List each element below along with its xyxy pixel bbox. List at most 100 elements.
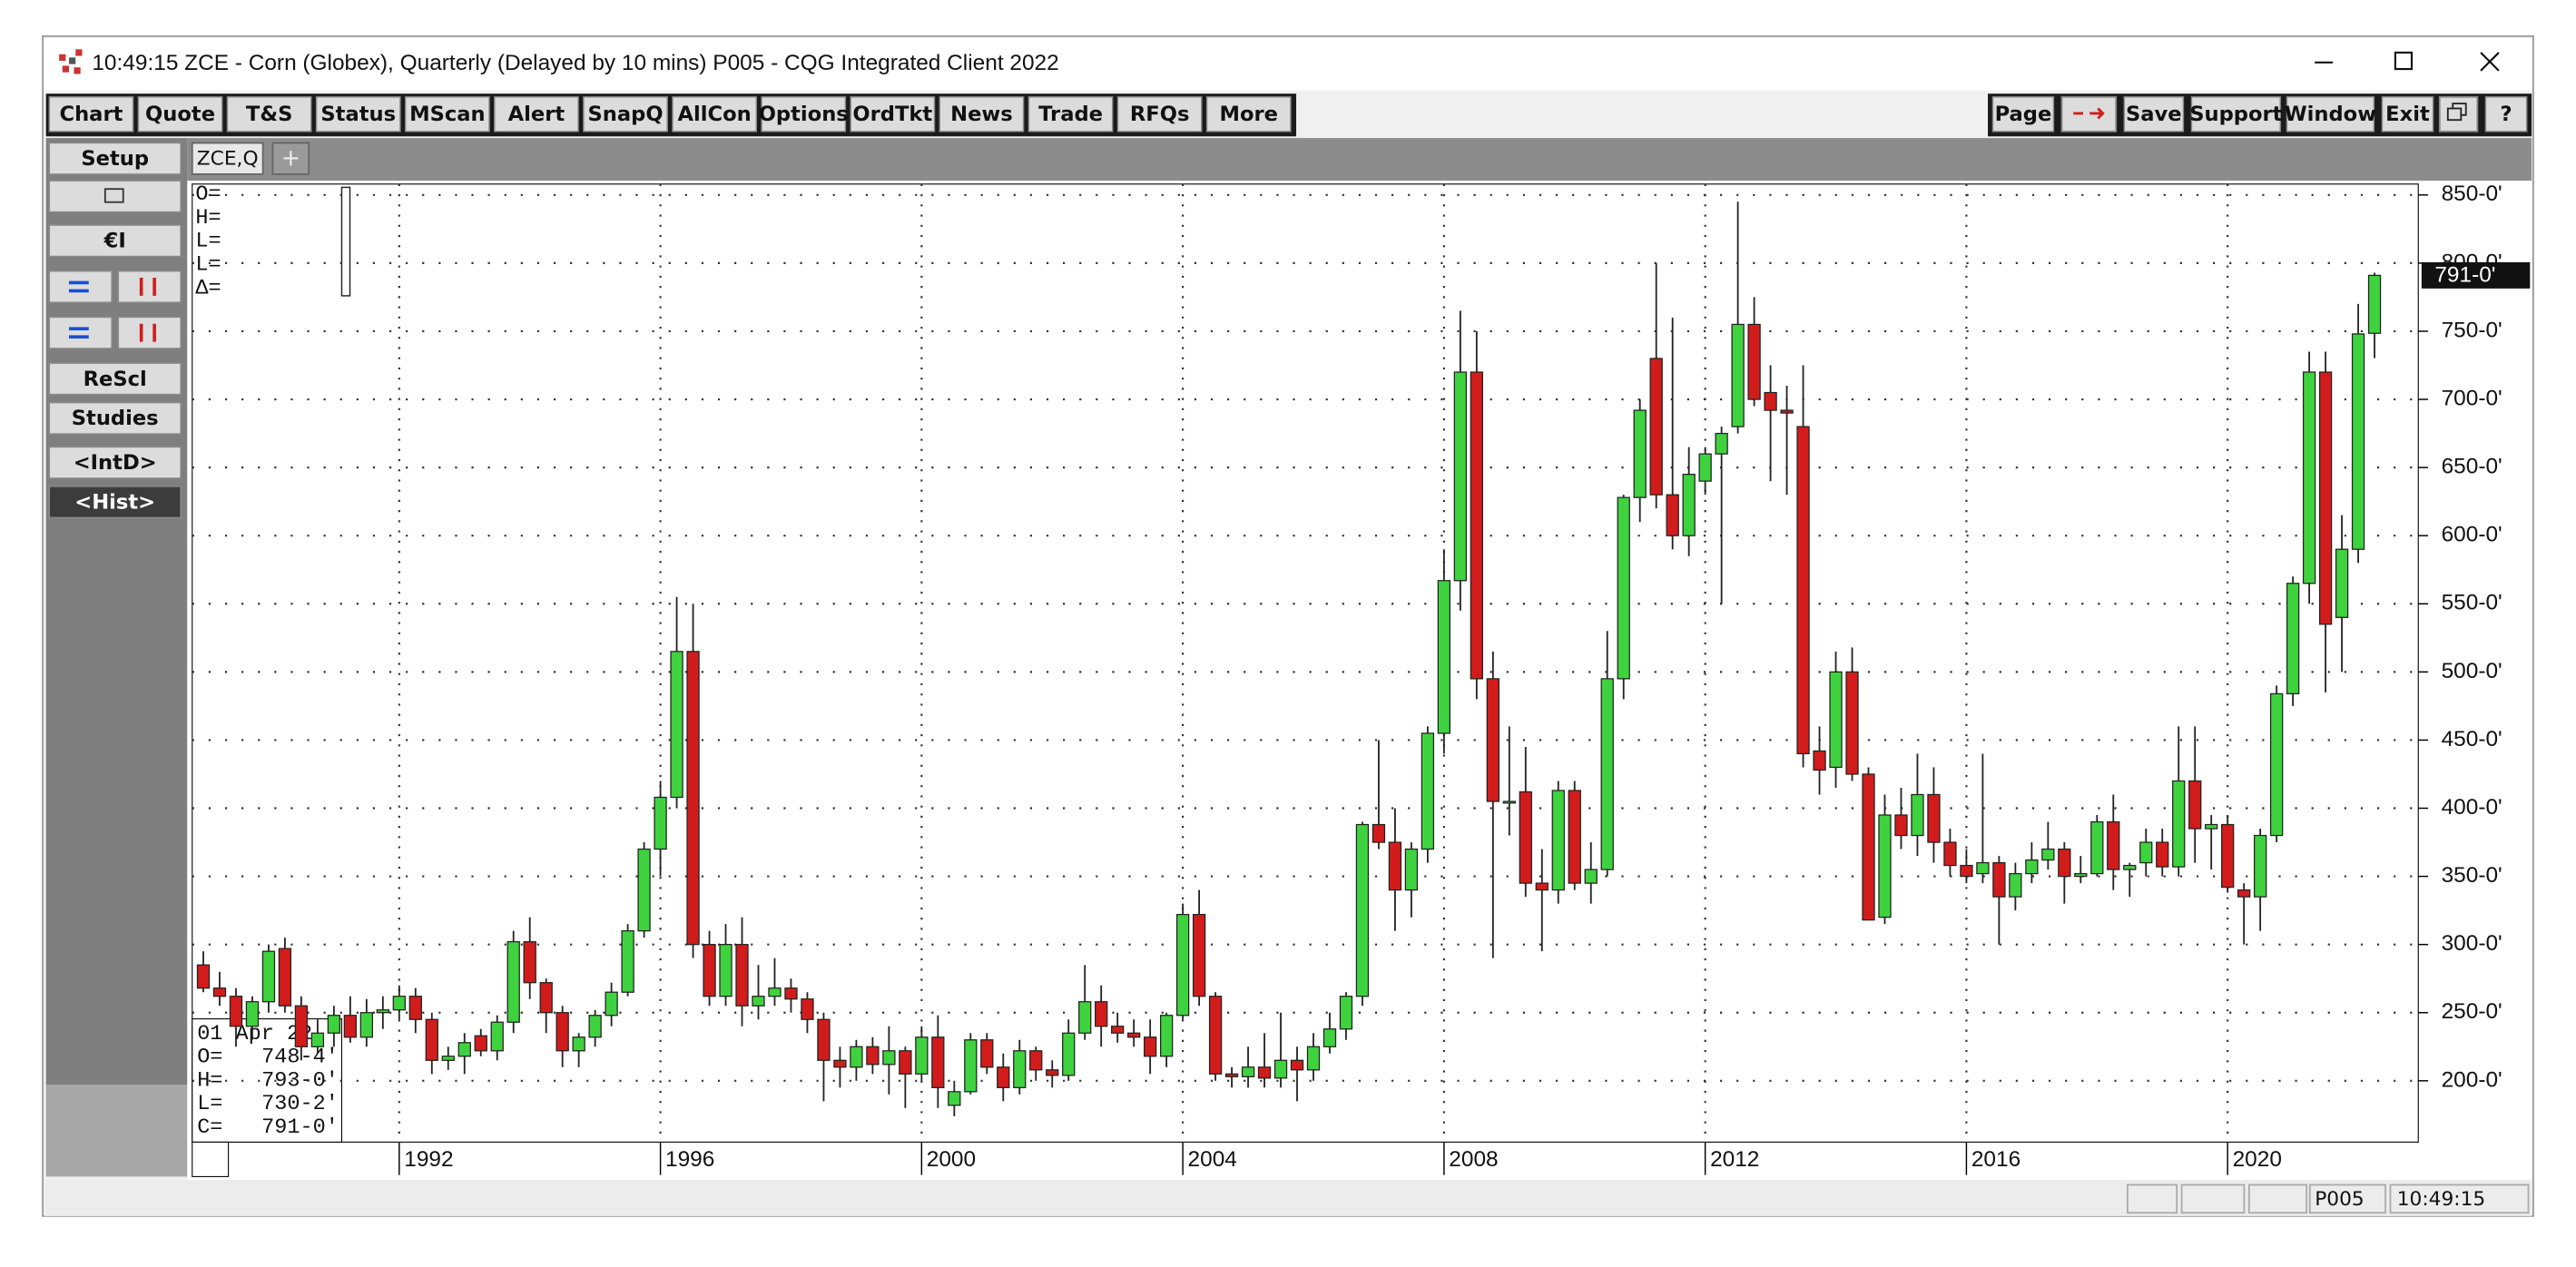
candle-body [457, 1042, 471, 1057]
toolbar-button-bg[interactable] [2484, 96, 2528, 133]
candle-body [1845, 671, 1859, 775]
tab-label[interactable]: ZCE,Q [197, 148, 259, 171]
layout-button-bg[interactable] [2060, 95, 2118, 133]
tab[interactable] [191, 142, 264, 175]
candle-body [997, 1066, 1010, 1088]
toolbar-button[interactable]: Support [2189, 103, 2282, 126]
toolbar-button[interactable]: AllCon [678, 103, 752, 126]
toolbar-button-bg[interactable] [583, 96, 668, 133]
toolbar-button-bg[interactable] [1205, 96, 1292, 133]
candle-body [1568, 790, 1581, 884]
window-controls[interactable] [2315, 51, 2500, 72]
candle-body [261, 950, 276, 1003]
sidebar-button[interactable]: ReScl [84, 368, 147, 391]
toolbar-button[interactable]: Exit [2385, 103, 2430, 126]
tab-label[interactable]: + [281, 144, 300, 172]
toolbar-button-bg[interactable] [1116, 96, 1203, 133]
sidebar-button[interactable]: Setup [81, 147, 149, 171]
toolbar-button-bg[interactable] [672, 96, 758, 133]
candle-body [1600, 678, 1614, 870]
print-button-bg[interactable] [48, 180, 182, 213]
toolbar-button[interactable]: More [1219, 103, 1278, 126]
candle-body [637, 848, 651, 932]
sidebar-button-bg[interactable] [48, 446, 182, 479]
candle-body [1355, 823, 1370, 997]
toolbar-button[interactable]: Page [1995, 103, 2052, 126]
toolbar-button-bg[interactable] [48, 96, 134, 133]
sidebar-button-bg[interactable] [48, 486, 182, 519]
toolbar-button[interactable]: Chart [60, 103, 123, 126]
crosshair-label: L= [195, 253, 221, 278]
candle-body [1143, 1036, 1157, 1057]
candle-body [376, 1009, 389, 1014]
candle-body [2156, 841, 2169, 868]
sidebar-button[interactable]: <Hist> [74, 491, 155, 515]
tab[interactable] [271, 142, 310, 175]
candle-body [2318, 371, 2333, 625]
toolbar-button-bg[interactable] [2190, 96, 2281, 133]
toolbar-button[interactable]: MScan [409, 103, 486, 126]
toolbar-button-bg[interactable] [2381, 96, 2434, 133]
toolbar-button-bg[interactable] [494, 96, 579, 133]
toolbar-button-bg[interactable] [137, 96, 223, 133]
toolbar-button[interactable]: T&S [246, 103, 292, 126]
last-price-tag [2421, 261, 2531, 289]
candle-body [1404, 848, 1419, 891]
layout-button[interactable] [2060, 95, 2118, 133]
y-tick-label: 250-0' [2442, 999, 2502, 1024]
toolbar-button-bg[interactable] [315, 96, 401, 133]
arrow-button-bg[interactable] [117, 270, 182, 303]
arrow-button-bg[interactable] [48, 270, 113, 303]
toolbar-button-bg[interactable] [226, 96, 312, 133]
candle-body [2188, 780, 2202, 830]
candle-body [1241, 1066, 1255, 1077]
toolbar-button-bg[interactable] [1027, 96, 1114, 133]
toolbar-button-bg[interactable] [761, 96, 847, 133]
maximize[interactable] [2394, 51, 2414, 71]
y-tick-label: 850-0' [2442, 182, 2502, 206]
toolbar-button[interactable]: Save [2126, 103, 2182, 126]
sidebar-button[interactable]: €I [103, 230, 126, 253]
toolbar-button-bg[interactable] [2123, 96, 2185, 133]
candle-body [1192, 913, 1206, 997]
candle-body [948, 1091, 961, 1106]
arrow-icon [69, 327, 89, 339]
toolbar-button[interactable]: Trade [1038, 103, 1103, 126]
toolbar-button-bg[interactable] [404, 96, 490, 133]
toolbar-button[interactable]: News [950, 103, 1013, 126]
candle-body [1257, 1066, 1272, 1079]
toolbar-button[interactable]: OrdTkt [852, 103, 932, 126]
toolbar-button[interactable]: Status [320, 103, 396, 126]
candle-body [686, 651, 700, 946]
candle-body [1764, 391, 1777, 411]
sidebar-button-bg[interactable] [48, 224, 182, 258]
arrow-button-bg[interactable] [48, 316, 113, 349]
toolbar-button[interactable]: RFQs [1130, 103, 1190, 126]
toolbar-button[interactable]: Window [2285, 103, 2376, 126]
candle-body [1306, 1046, 1321, 1071]
tab-strip [187, 138, 2532, 182]
sidebar-button[interactable]: <IntD> [74, 451, 157, 475]
candle-body [556, 1012, 569, 1052]
candle-body [964, 1039, 978, 1093]
toolbar-button-bg[interactable] [2286, 96, 2375, 133]
toolbar-button-bg[interactable] [850, 96, 936, 133]
plot-area [192, 183, 2419, 1143]
toolbar-button[interactable]: SnapQ [588, 103, 664, 126]
candle-body [2335, 548, 2349, 618]
sidebar-button-bg[interactable] [48, 401, 182, 435]
close[interactable] [2480, 52, 2500, 72]
arrow-button-bg[interactable] [117, 316, 182, 349]
sidebar-button[interactable]: Studies [72, 407, 159, 430]
sidebar-button-bg[interactable] [48, 142, 182, 175]
restore-button[interactable] [2438, 95, 2479, 133]
candle-body [1421, 732, 1435, 850]
toolbar-button[interactable]: Quote [145, 103, 215, 126]
toolbar-button[interactable]: Alert [508, 103, 565, 126]
toolbar-button[interactable]: ? [2501, 103, 2512, 126]
toolbar-button-bg[interactable] [939, 96, 1025, 133]
candle-body [506, 941, 520, 1023]
sidebar-button-bg[interactable] [48, 362, 182, 396]
toolbar-button[interactable]: Options [759, 103, 849, 126]
toolbar-button-bg[interactable] [1991, 96, 2055, 133]
